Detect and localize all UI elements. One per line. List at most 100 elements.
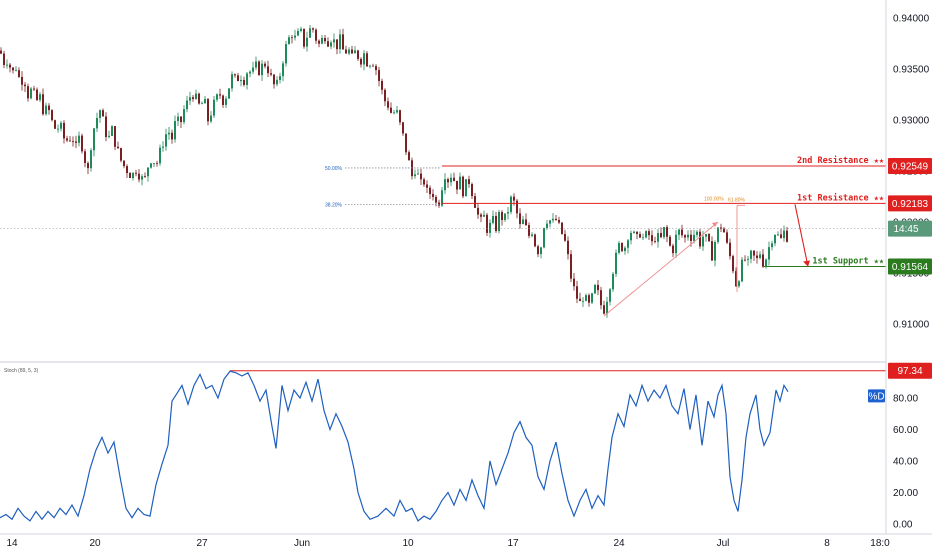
candle-body [327, 41, 329, 47]
candle-body [162, 146, 164, 148]
candle-body [414, 174, 416, 177]
candle-body [273, 74, 275, 85]
price-badge [888, 258, 932, 275]
candle-body [513, 196, 515, 201]
candle-body [195, 93, 197, 99]
candle-body [387, 101, 389, 108]
candle-body [600, 290, 602, 306]
candle-body [432, 193, 434, 197]
candle-body [111, 126, 113, 136]
candle-body [585, 295, 587, 301]
candle-body [483, 214, 485, 217]
candle-body [315, 29, 317, 41]
stoch-level-badge [888, 362, 932, 379]
time-tick-label: 14 [6, 538, 18, 549]
candle-body [540, 247, 542, 255]
candle-body [759, 254, 761, 259]
arrow-up-line [603, 221, 719, 317]
time-axis[interactable]: 14 20 27 Jun 10 17 24 Jul 8 18:0 [6, 538, 890, 549]
candle-body [105, 116, 107, 137]
candle-body [384, 89, 386, 102]
candle-body [132, 172, 134, 178]
candle-body [564, 233, 566, 241]
candle-body [228, 88, 230, 99]
candle-body [207, 99, 209, 122]
candle-body [462, 176, 464, 197]
stoch-tick-label: 60.00 [893, 425, 918, 436]
level-label: 1st Support ★★ [812, 256, 884, 266]
stoch-level-badge-text: 97.34 [897, 366, 922, 377]
candle-body [582, 300, 584, 302]
candle-body [408, 152, 410, 161]
candle-body [210, 115, 212, 122]
candle-body [159, 147, 161, 164]
candle-body [528, 225, 530, 236]
stoch-series-badge [868, 389, 885, 403]
candle-body [612, 273, 614, 290]
candle-body [405, 133, 407, 153]
candle-body [231, 74, 233, 89]
arrow-head [803, 260, 810, 267]
candle-body [693, 234, 695, 241]
candle-body [54, 120, 56, 129]
candle-body [300, 28, 302, 31]
candle-body [222, 95, 224, 105]
candle-body [9, 64, 11, 68]
candle-body [717, 227, 719, 243]
candle-body [84, 151, 86, 164]
candle-body [174, 121, 176, 140]
candle-body [624, 247, 626, 252]
time-tick-label: 20 [89, 538, 101, 549]
candle-body [177, 116, 179, 122]
candle-body [636, 231, 638, 235]
candle-body [510, 196, 512, 213]
candle-body [576, 286, 578, 299]
candle-body [702, 236, 704, 247]
candle-body [3, 53, 5, 65]
price-badge-text: 0.92549 [892, 162, 929, 173]
candle-body [561, 222, 563, 234]
candle-body [360, 58, 362, 65]
candle-body [375, 66, 377, 71]
time-tick-label: 17 [507, 538, 519, 549]
candle-body [198, 93, 200, 104]
candle-body [240, 79, 242, 82]
candle-body [48, 105, 50, 111]
candle-body [687, 234, 689, 238]
candle-body [777, 234, 779, 236]
candle-body [219, 94, 221, 96]
candle-body [504, 213, 506, 220]
candle-body [357, 50, 359, 59]
level-label: 2nd Resistance ★★ [797, 155, 884, 166]
candle-body [597, 284, 599, 291]
candle-body [654, 241, 656, 243]
fibonacci-extension-right: 100.00% 61.80% [704, 196, 746, 203]
stochastic-axis[interactable]: 80.00 60.00 40.00 20.00 0.00 [893, 394, 918, 531]
candle-body [252, 67, 254, 72]
candle-body [69, 140, 71, 142]
candle-body [642, 237, 644, 239]
candle-body [456, 180, 458, 190]
candle-body [750, 250, 752, 259]
fib-ext-label: 61.80% [728, 198, 746, 204]
candle-body [780, 234, 782, 239]
current-price-badge [888, 220, 932, 237]
candle-body [279, 76, 281, 80]
stochastic-panel: Stoch (89, 5, 3) [0, 368, 886, 522]
candle-body [648, 231, 650, 236]
candle-body [744, 259, 746, 261]
candle-body [126, 166, 128, 174]
candle-body [552, 218, 554, 221]
time-tick-label: 10 [402, 538, 414, 549]
candle-body [783, 230, 785, 239]
candle-body [474, 196, 476, 208]
candle-body [546, 223, 548, 228]
candle-body [234, 74, 236, 76]
candle-body [282, 63, 284, 77]
candle-body [102, 110, 104, 117]
candle-body [786, 230, 788, 242]
candle-body [645, 231, 647, 238]
candle-body [615, 252, 617, 274]
candle-body [237, 75, 239, 82]
candle-body [30, 88, 32, 99]
